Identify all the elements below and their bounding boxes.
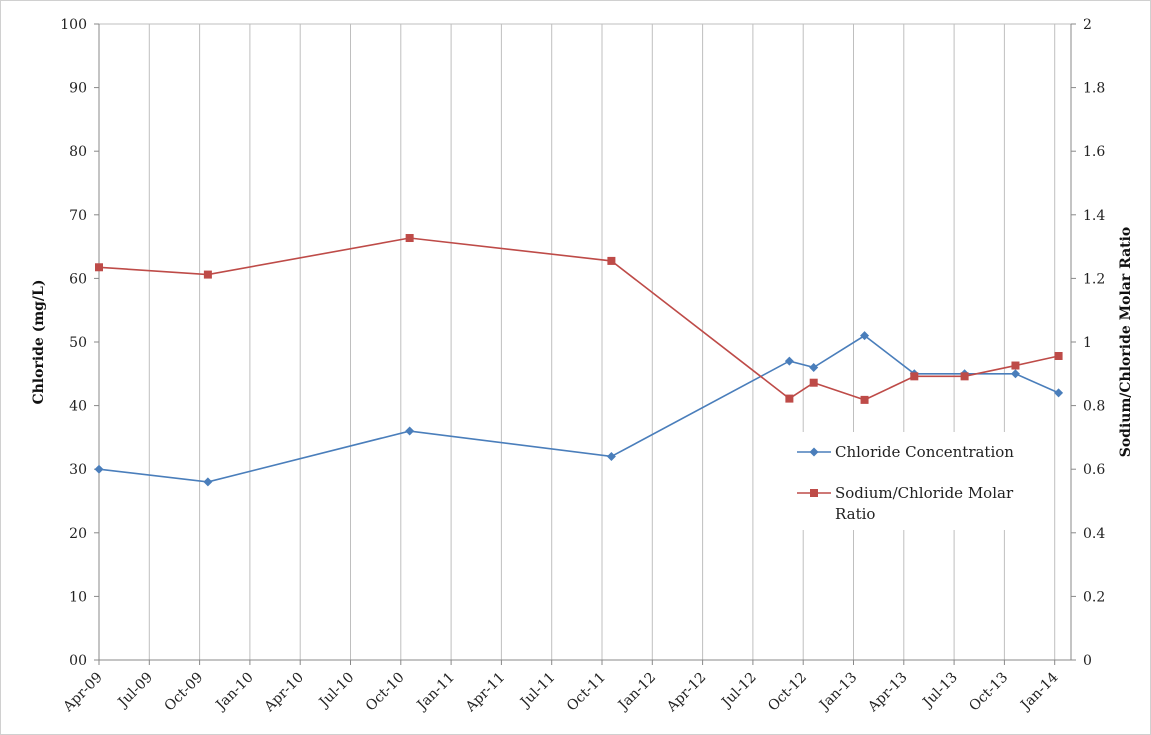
y-left-tick-label: 100: [60, 17, 87, 33]
data-point-sodium-chloride-ratio: [960, 372, 969, 381]
right-axis-ticks: 0 0.2 0.4 0.6 0.8 1 1.2 1.4 1.6 1.8 2: [1083, 17, 1105, 669]
gridlines: [99, 23, 1071, 660]
series-sodium-chloride-ratio: [95, 234, 1063, 404]
data-point-sodium-chloride-ratio: [607, 256, 616, 265]
data-point-chloride-concentration: [784, 356, 794, 366]
legend: Chloride Concentration Sodium/Chloride Mo…: [787, 432, 1043, 530]
y-right-tick-label: 0.4: [1083, 526, 1105, 542]
y-left-tick-label: 90: [69, 81, 87, 97]
data-point-chloride-concentration: [405, 426, 415, 436]
data-point-sodium-chloride-ratio: [1054, 351, 1063, 360]
data-point-sodium-chloride-ratio: [405, 234, 414, 243]
data-point-chloride-concentration: [606, 451, 616, 461]
y-left-tick-label: 40: [69, 399, 87, 415]
y-right-tick-label: 1.6: [1083, 144, 1105, 160]
data-point-sodium-chloride-ratio: [860, 395, 869, 404]
y-right-tick-label: 1.2: [1083, 271, 1105, 287]
data-point-chloride-concentration: [860, 331, 870, 341]
data-point-sodium-chloride-ratio: [95, 263, 103, 272]
data-point-chloride-concentration: [1054, 388, 1064, 398]
y-right-tick-label: 0.6: [1083, 462, 1105, 478]
y-left-tick-label: 00: [69, 653, 87, 669]
data-point-sodium-chloride-ratio: [1011, 361, 1020, 370]
legend-background: [787, 432, 1043, 530]
legend-label-sodium-chloride-ratio: Sodium/Chloride Molar: [835, 484, 1014, 502]
y-left-tick-label: 30: [69, 462, 87, 478]
y-left-tick-label: 80: [69, 144, 87, 160]
data-point-sodium-chloride-ratio: [910, 372, 919, 381]
left-axis-ticks: 00 10 20 30 40 50 60 70 80 90 100: [60, 17, 87, 669]
series-chloride-concentration: [94, 331, 1064, 487]
y-axis-right-title: Sodium/Chloride Molar Ratio: [1118, 227, 1134, 458]
y-right-tick-label: 2: [1083, 17, 1092, 33]
data-point-chloride-concentration: [203, 477, 213, 487]
y-axis-left-title: Chloride (mg/L): [31, 279, 47, 404]
y-right-tick-label: 1.4: [1083, 208, 1105, 224]
data-point-chloride-concentration: [809, 362, 819, 372]
axes: [94, 23, 1076, 665]
data-point-sodium-chloride-ratio: [785, 394, 794, 403]
y-right-tick-label: 0: [1083, 653, 1092, 669]
series: [94, 234, 1064, 487]
y-left-tick-label: 60: [69, 271, 87, 287]
data-point-sodium-chloride-ratio: [203, 270, 212, 279]
y-right-tick-label: 1.8: [1083, 81, 1105, 97]
data-point-sodium-chloride-ratio: [809, 378, 818, 387]
legend-marker-chloride-concentration: [809, 447, 819, 457]
legend-label-sodium-chloride-ratio: Ratio: [835, 505, 875, 523]
data-point-chloride-concentration: [1010, 369, 1020, 379]
y-left-tick-label: 70: [69, 208, 87, 224]
legend-marker-sodium-chloride-ratio: [810, 489, 818, 497]
y-right-tick-label: 0.2: [1083, 589, 1105, 605]
y-left-tick-label: 10: [69, 589, 87, 605]
y-right-tick-label: 0.8: [1083, 399, 1105, 415]
legend-label-chloride-concentration: Chloride Concentration: [835, 443, 1014, 461]
y-right-tick-label: 1: [1083, 335, 1092, 351]
y-left-tick-label: 50: [69, 335, 87, 351]
data-point-chloride-concentration: [94, 464, 104, 474]
y-left-tick-label: 20: [69, 526, 87, 542]
